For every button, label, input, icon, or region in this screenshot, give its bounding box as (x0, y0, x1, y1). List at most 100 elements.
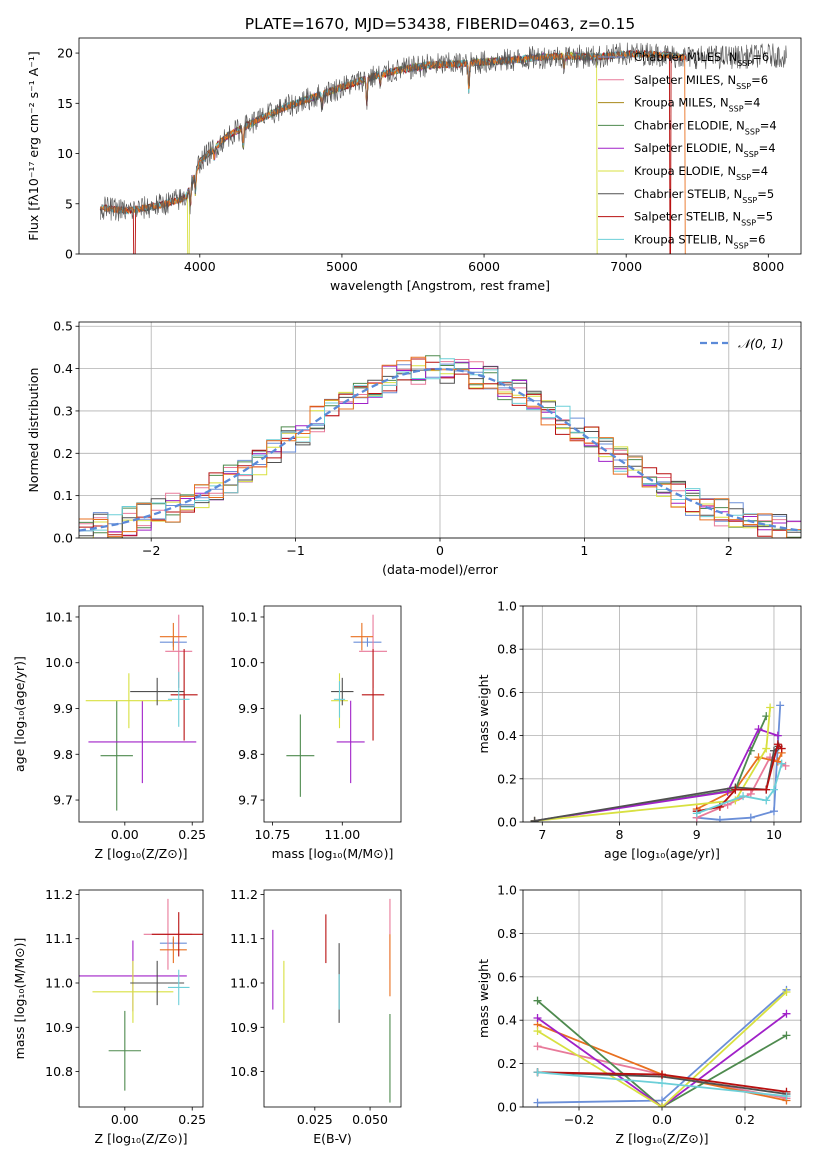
spectrum-ytick-label: 20 (57, 46, 73, 61)
mass_weight_vs_age-marker (739, 792, 748, 801)
mass_weight_vs_age-ytick-label: 1.0 (497, 599, 517, 614)
mass_weight_vs_Z-xtick-label: 0.0 (652, 1112, 672, 1127)
mass_weight_vs_age-marker (776, 701, 785, 710)
mass_vs_Z-xlabel: Z [log₁₀(Z/Z⊙)] (95, 1131, 188, 1146)
age_vs_Z-xtick-label: 0.25 (178, 827, 206, 842)
mass_weight_vs_age-marker (769, 785, 778, 794)
mass_weight_vs_Z-marker (658, 1079, 666, 1088)
mass_weight_vs_Z-ytick-label: 0.8 (497, 926, 517, 941)
mass_weight_vs_Z-marker (533, 1027, 542, 1036)
mass_vs_Z-ytick-label: 11.2 (45, 887, 73, 902)
spectrum-ytick-label: 10 (57, 146, 73, 161)
residual_histogram-ytick-label: 0.0 (53, 531, 73, 546)
mass_weight_vs_age-marker (754, 725, 763, 734)
residual_histogram-ytick-label: 0.5 (53, 319, 73, 334)
age_vs_mass-ytick-label: 9.8 (238, 747, 258, 762)
mass_weight_vs_Z-marker (782, 1031, 791, 1040)
mass_weight_vs_age-plot-area (530, 701, 790, 822)
spectrum-panel: 4000 5000 6000 7000 8000 0 5 10 15 20 Chabrier MIL… (26, 37, 802, 293)
spectrum-legend-label: Kroupa ELODIE, NSSP=4 (634, 164, 768, 182)
mass_weight_vs_age-xtick-label: 9 (693, 827, 701, 842)
normal-fit-curve (79, 367, 801, 532)
mass_weight_vs_Z-marker (658, 1070, 666, 1079)
mass_vs_EBV-panel: 0.025 0.050 10.8 10.9 11.0 11.1 11.2 E(B-V) (230, 887, 402, 1146)
mass_vs_EBV-ytick-label: 11.0 (230, 976, 258, 991)
residual_histogram-ytick-label: 0.2 (53, 446, 73, 461)
mass_weight_vs_age-ytick-label: 0.2 (497, 771, 517, 786)
mass_vs_Z-ytick-label: 11.1 (45, 931, 73, 946)
mass_weight_vs_age-marker (731, 785, 740, 794)
mass_vs_Z-xtick-label: 0.25 (178, 1112, 206, 1127)
residual_histogram-xtick-label: 0 (436, 543, 444, 558)
mass_weight_vs_age-xtick-label: 10 (766, 827, 782, 842)
mass_weight_vs_Z-marker (782, 987, 791, 996)
spectrum-xtick-label: 8000 (752, 259, 784, 274)
age_vs_mass-ytick-label: 10.0 (230, 655, 258, 670)
spectrum-xtick-label: 5000 (326, 259, 358, 274)
mass_weight_vs_Z-ytick-label: 0.4 (497, 1013, 517, 1028)
residual_histogram-xtick-label: −1 (286, 543, 304, 558)
residual_histogram-ylabel: Normed distribution (26, 368, 41, 493)
mass_vs_Z-ylabel: mass [log₁₀(M/M⊙)] (12, 938, 27, 1060)
age_vs_mass-xlabel: mass [log₁₀(M/M⊙)] (272, 846, 394, 861)
age_vs_mass-frame (263, 605, 402, 823)
mass_vs_Z-frame (78, 889, 204, 1108)
mass_weight_vs_age-panel: 7 8 9 10 0.0 0.2 0.4 0.6 0.8 1.0 age [log₁₀(age/yr… (476, 599, 802, 861)
mass_weight_vs_age-line (534, 707, 771, 822)
mass_weight_vs_age-marker (773, 731, 782, 740)
spectrum-xtick-label: 6000 (468, 259, 500, 274)
age_vs_Z-ytick-label: 9.9 (53, 701, 73, 716)
spectrum-legend-label: Chabrier ELODIE, NSSP=4 (634, 118, 777, 136)
spectrum-xtick-label: 4000 (184, 259, 216, 274)
spectrum-legend-label: Salpeter STELIB, NSSP=5 (634, 210, 773, 228)
mass_vs_EBV-xtick-label: 0.025 (297, 1112, 333, 1127)
residual_histogram-xtick-label: 1 (580, 543, 588, 558)
mass_vs_EBV-ytick-label: 11.1 (230, 931, 258, 946)
mass_weight_vs_Z-plot-area (533, 985, 791, 1107)
mass_weight_vs_Z-line (536, 1000, 787, 1107)
residual_histogram-plot-area (79, 355, 801, 538)
mass_weight_vs_Z-ytick-label: 0.2 (497, 1056, 517, 1071)
spectrum-legend-label: Salpeter ELODIE, NSSP=4 (634, 141, 776, 159)
mass_weight_vs_age-marker (746, 789, 755, 798)
age_vs_mass-panel: 10.75 11.00 9.7 9.8 9.9 10.0 10.1 mass [log₁₀(M… (230, 605, 402, 861)
mass_weight_vs_age-marker (773, 740, 782, 749)
mass_weight_vs_Z-marker (658, 1103, 666, 1107)
residual_histogram-ytick-label: 0.1 (53, 488, 73, 503)
mass_vs_EBV-xlabel: E(B-V) (313, 1131, 352, 1146)
mass_weight_vs_age-marker (762, 785, 771, 794)
residual_histogram-frame (78, 321, 802, 539)
mass_weight_vs_age-xlabel: age [log₁₀(age/yr)] (604, 846, 720, 861)
age_vs_mass-xtick-label: 11.00 (324, 827, 360, 842)
histogram-legend-label: 𝒩(0, 1) (738, 336, 784, 351)
age_vs_Z-ytick-label: 9.8 (53, 747, 73, 762)
spectrum-model-line (185, 51, 598, 254)
spectrum-legend-label: Chabrier MILES, NSSP=6 (634, 50, 769, 68)
mass_weight_vs_Z-marker (782, 1092, 791, 1101)
mass_weight_vs_Z-marker (533, 1068, 542, 1077)
mass_weight_vs_age-line (534, 745, 780, 822)
spectrum-ylabel: Flux [fλ10⁻¹⁷ erg cm⁻² s⁻¹ A⁻¹] (26, 51, 41, 240)
mass_vs_Z-panel: 0.00 0.25 10.8 10.9 11.0 11.1 11.2 Z [log₁₀(Z/Z… (12, 887, 206, 1146)
mass_weight_vs_Z-ylabel: mass weight (476, 959, 491, 1038)
mass_weight_vs_age-marker (762, 796, 771, 805)
age_vs_Z-xtick-label: 0.00 (111, 827, 139, 842)
mass_weight_vs_age-marker (777, 744, 786, 753)
age_vs_mass-ytick-label: 9.7 (238, 793, 258, 808)
spectrum-legend-label: Chabrier STELIB, NSSP=5 (634, 187, 774, 205)
mass_weight_vs_age-ylabel: mass weight (476, 674, 491, 753)
residual_histogram-xlabel: (data-model)/error (382, 562, 499, 577)
mass_weight_vs_age-marker (762, 744, 771, 753)
mass_weight_vs_age-ytick-label: 0.0 (497, 815, 517, 830)
mass_vs_EBV-ytick-label: 10.8 (230, 1064, 258, 1079)
age_vs_Z-frame (78, 605, 204, 823)
mass_weight_vs_Z-ytick-label: 0.0 (497, 1100, 517, 1115)
mass_vs_EBV-ytick-label: 10.9 (230, 1020, 258, 1035)
residual_histogram-xtick-label: 2 (725, 543, 733, 558)
mass_weight_vs_age-marker (766, 703, 775, 712)
spectrum-ytick-label: 15 (57, 96, 73, 111)
spectrum-model-line (99, 49, 687, 254)
mass_weight_vs_age-marker (777, 759, 786, 768)
mass_weight_vs_Z-line (537, 991, 788, 1107)
